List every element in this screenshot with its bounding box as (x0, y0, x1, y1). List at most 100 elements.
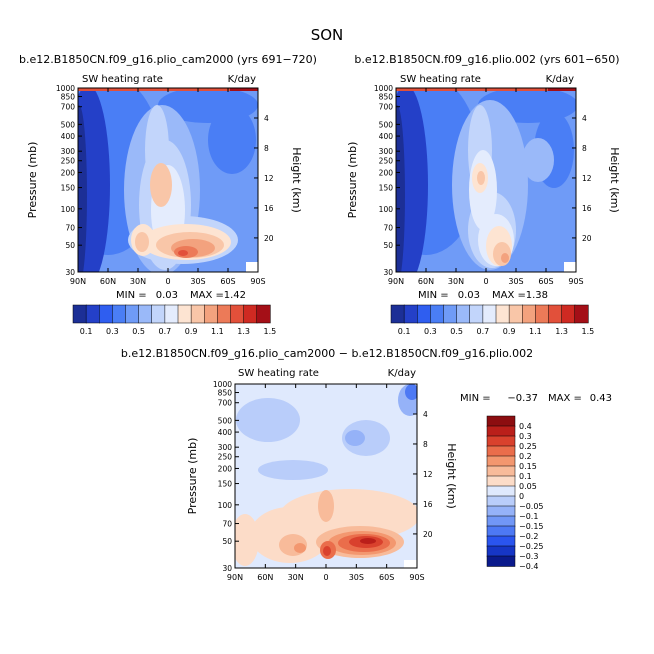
panel-1-right-label: K/day (228, 74, 256, 85)
colorbar-swatch (486, 475, 516, 487)
colorbar-label: 0.9 (185, 327, 198, 336)
y2-tick-label: 16 (423, 500, 433, 509)
panel-1-ylabel: Pressure (mb) (26, 142, 39, 219)
colorbar-label: 1.3 (555, 327, 568, 336)
colorbar-label: 0.7 (159, 327, 172, 336)
y2-tick-label: 8 (423, 440, 428, 449)
panel-2-ylabel: Pressure (mb) (346, 142, 359, 219)
panel-3-max-value: 0.43 (590, 393, 612, 404)
colorbar-swatch (508, 304, 523, 324)
colorbar-swatch (486, 535, 516, 547)
colorbar-swatch (495, 304, 510, 324)
y2-tick-label: 16 (582, 204, 592, 213)
colorbar-swatch (138, 304, 153, 324)
y-tick-label: 150 (61, 184, 76, 193)
colorbar-swatch (486, 495, 516, 507)
y-tick-label: 400 (379, 132, 394, 141)
colorbar-swatch (112, 304, 127, 324)
colorbar-label: 0.1 (398, 327, 411, 336)
x-tick-label: 60S (379, 573, 394, 582)
y-tick-label: 700 (218, 399, 233, 408)
y-tick-label: 500 (218, 416, 233, 425)
y-tick-label: 100 (379, 205, 394, 214)
x-tick-label: 60S (220, 277, 235, 286)
y2-tick-label: 12 (264, 174, 274, 183)
panel-1-y2label: Height (km) (290, 147, 303, 213)
x-tick-label: 90N (70, 277, 86, 286)
panel-1-x-ticks: 90N 60N 30N 0 30S 60S 90S (70, 88, 266, 286)
colorbar-label: 0.7 (477, 327, 490, 336)
colorbar-swatch (430, 304, 445, 324)
y-tick-label: 70 (222, 520, 232, 529)
panel-3-max-label: MAX = (548, 393, 582, 404)
x-tick-label: 30N (448, 277, 464, 286)
colorbar-swatch (522, 304, 537, 324)
colorbar-swatch (217, 304, 232, 324)
panel-3-y2label: Height (km) (445, 443, 458, 509)
figure-title: SON (311, 26, 344, 44)
panel-1-colorbar: 0.1 0.3 0.5 0.7 0.9 1.1 1.3 1.5 (72, 304, 276, 336)
colorbar-label: 0.5 (132, 327, 145, 336)
colorbar-swatch (190, 304, 205, 324)
colorbar-label: −0.05 (519, 502, 544, 511)
y-tick-label: 850 (218, 389, 233, 398)
panel-1-max-value: 1.42 (224, 290, 246, 301)
panel-3-ylabel: Pressure (mb) (186, 438, 199, 515)
panel-1-field (78, 88, 258, 272)
colorbar-swatch (151, 304, 166, 324)
colorbar-swatch (443, 304, 458, 324)
colorbar-swatch (486, 415, 516, 427)
colorbar-swatch (482, 304, 497, 324)
y-tick-label: 300 (379, 147, 394, 156)
x-tick-label: 0 (165, 277, 170, 286)
y-tick-label: 1000 (213, 380, 232, 389)
colorbar-swatch (469, 304, 484, 324)
y-tick-label: 850 (379, 93, 394, 102)
y-tick-label: 200 (218, 464, 233, 473)
colorbar-label: −0.15 (519, 522, 544, 531)
panel-1-min-value: 0.03 (156, 290, 178, 301)
y2-tick-label: 20 (264, 234, 274, 243)
y-tick-label: 700 (379, 103, 394, 112)
panel-2-max-label: MAX = (492, 290, 526, 301)
colorbar-swatch (486, 525, 516, 537)
colorbar-label: 0.25 (519, 442, 537, 451)
y-tick-label: 150 (218, 480, 233, 489)
y-tick-label: 850 (61, 93, 76, 102)
panel-2-y2label: Height (km) (608, 147, 621, 213)
colorbar-label: −0.4 (519, 562, 538, 571)
x-tick-label: 0 (483, 277, 488, 286)
colorbar-label: 1.1 (211, 327, 224, 336)
y2-tick-label: 8 (264, 144, 269, 153)
y-tick-label: 30 (65, 268, 75, 277)
panel-2-title: b.e12.B1850CN.f09_g16.plio.002 (yrs 601−… (354, 53, 619, 66)
colorbar-label: 0.9 (503, 327, 516, 336)
x-tick-label: 60N (257, 573, 273, 582)
y2-tick-label: 4 (264, 114, 269, 123)
colorbar-swatch (72, 304, 87, 324)
y-tick-label: 1000 (374, 84, 393, 93)
colorbar-swatch (486, 435, 516, 447)
panel-3-min-label: MIN = (460, 393, 491, 404)
panel-2-min-label: MIN = (418, 290, 449, 301)
panel-3-field (235, 384, 417, 568)
x-tick-label: 90S (250, 277, 265, 286)
colorbar-swatch (456, 304, 471, 324)
colorbar-swatch (486, 455, 516, 467)
colorbar-label: 0.2 (519, 452, 532, 461)
panel-1-title: b.e12.B1850CN.f09_g16.plio_cam2000 (yrs … (19, 53, 317, 66)
panel-3-min-value: −0.37 (507, 393, 538, 404)
y-tick-label: 50 (383, 241, 393, 250)
colorbar-swatch (177, 304, 192, 324)
y-tick-label: 250 (61, 157, 76, 166)
colorbar-label: −0.25 (519, 542, 544, 551)
y-tick-label: 50 (65, 241, 75, 250)
colorbar-swatch (125, 304, 140, 324)
panel-1-max-label: MAX = (190, 290, 224, 301)
y2-tick-label: 12 (582, 174, 592, 183)
panel-2-y2-ticks: 20 16 12 8 4 (572, 114, 592, 243)
y-tick-label: 150 (379, 184, 394, 193)
